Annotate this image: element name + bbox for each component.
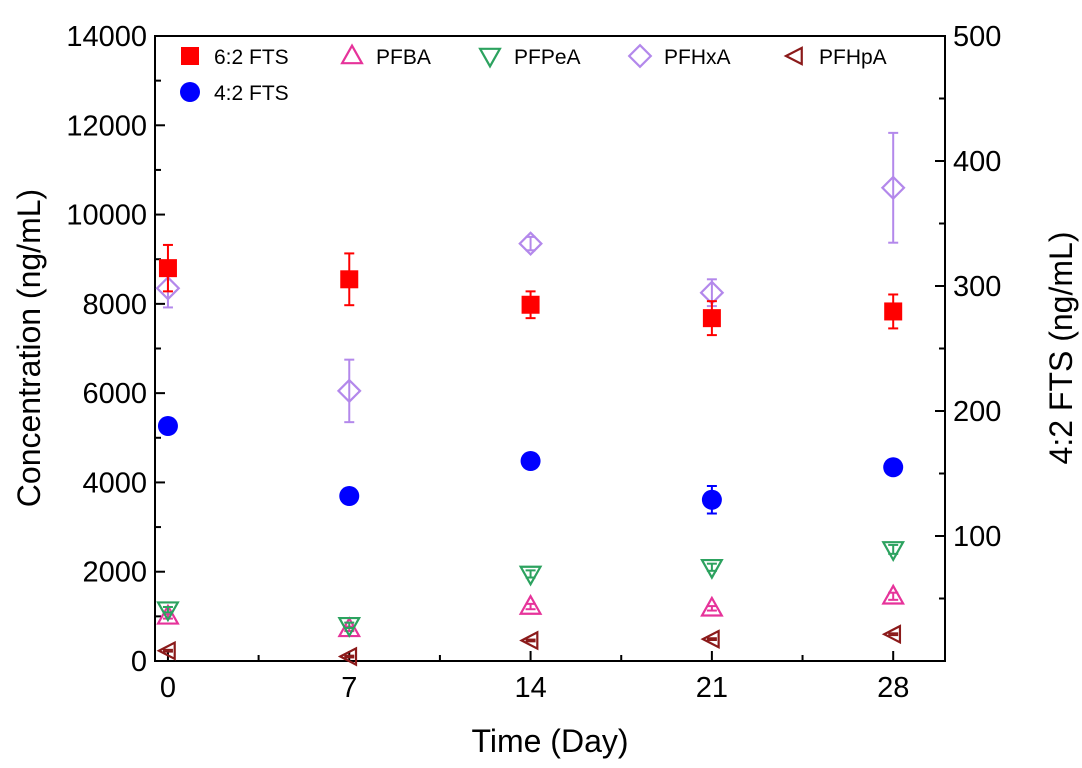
x-tick-label: 0	[160, 672, 176, 704]
legend-marker	[478, 47, 502, 69]
y2-axis-ticks: 100 200 300 400 500	[935, 21, 1001, 600]
series-pfba	[156, 583, 905, 638]
legend-item: PFHxA	[627, 43, 731, 69]
data-point	[881, 624, 902, 645]
legend-item: PFPeA	[478, 46, 581, 69]
legend-item: PFBA	[340, 43, 431, 69]
data-point	[700, 558, 724, 580]
data-point	[156, 640, 176, 661]
x-axis-ticks: 0 7 14 21 28	[160, 651, 909, 704]
y-tick-label: 14000	[66, 21, 147, 53]
data-point	[337, 616, 362, 638]
legend-marker	[627, 43, 653, 69]
legend-label: PFHpA	[819, 46, 887, 69]
series-pfpea	[156, 541, 905, 638]
legend-marker	[783, 46, 803, 66]
y2-axis-title: 4:2 FTS (ng/mL)	[1043, 232, 1079, 465]
data-point	[700, 595, 724, 617]
x-tick-label: 21	[696, 672, 728, 704]
y2-tick-label: 400	[953, 146, 1001, 178]
data-point	[340, 270, 359, 289]
legend-item: 4:2 FTS	[180, 82, 289, 105]
y2-tick-label: 300	[953, 271, 1001, 303]
legend-label: 4:2 FTS	[214, 82, 289, 105]
data-point	[156, 603, 180, 625]
data-point	[702, 309, 721, 328]
legend-label: PFBA	[376, 46, 431, 69]
x-tick-label: 14	[514, 672, 546, 704]
data-point	[520, 451, 541, 471]
legend-marker	[180, 82, 200, 102]
y2-tick-label: 200	[953, 396, 1001, 428]
y-tick-label: 12000	[66, 110, 147, 142]
data-point	[155, 275, 181, 301]
x-axis-title: Time (Day)	[471, 723, 628, 759]
y-axis-title: Concentration (ng/mL)	[11, 189, 47, 507]
data-point	[156, 601, 180, 623]
data-point	[880, 175, 906, 201]
data-point	[337, 646, 358, 667]
legend-marker	[181, 47, 199, 65]
data-point	[884, 302, 903, 321]
data-point	[518, 565, 543, 587]
legend-label: PFHxA	[664, 46, 731, 69]
legend-item: PFHpA	[783, 46, 887, 69]
series-pfhpa	[156, 624, 902, 667]
legend-label: PFPeA	[514, 46, 581, 69]
series-4-2-fts	[157, 416, 904, 515]
y-tick-label: 0	[131, 646, 147, 678]
data-point	[519, 630, 539, 651]
y-tick-label: 8000	[82, 289, 147, 321]
legend-item: 6:2 FTS	[181, 46, 289, 69]
y2-tick-label: 500	[953, 21, 1001, 53]
data-point	[881, 583, 905, 605]
y-tick-label: 4000	[82, 467, 147, 499]
y2-tick-label: 100	[953, 521, 1001, 553]
data-point	[339, 486, 360, 506]
data-point	[883, 457, 904, 478]
series-6-2-fts	[158, 243, 903, 337]
data-point	[158, 259, 177, 278]
x-tick-label: 28	[877, 672, 909, 704]
data-point	[518, 231, 543, 256]
x-tick-label: 7	[341, 672, 357, 704]
y-tick-label: 10000	[66, 200, 147, 232]
data-point	[701, 489, 722, 510]
series-pfhxa	[155, 131, 906, 424]
y-tick-label: 2000	[82, 557, 147, 589]
legend: 6:2 FTS 4:2 FTS PFBA PFPeA PFHxA PFHpA	[180, 43, 887, 105]
y-axis-ticks: 0 2000 4000 6000 8000 10000 12000 14000	[66, 21, 165, 678]
legend-marker	[340, 43, 364, 65]
data-point	[521, 295, 540, 314]
data-point	[157, 416, 178, 436]
y-tick-label: 6000	[82, 378, 147, 410]
plot-frame	[154, 35, 946, 662]
data-point	[518, 593, 543, 615]
data-point	[881, 541, 905, 562]
data-point	[700, 629, 720, 650]
legend-label: 6:2 FTS	[214, 46, 289, 69]
data-point	[336, 378, 362, 404]
series-layer	[155, 131, 906, 667]
